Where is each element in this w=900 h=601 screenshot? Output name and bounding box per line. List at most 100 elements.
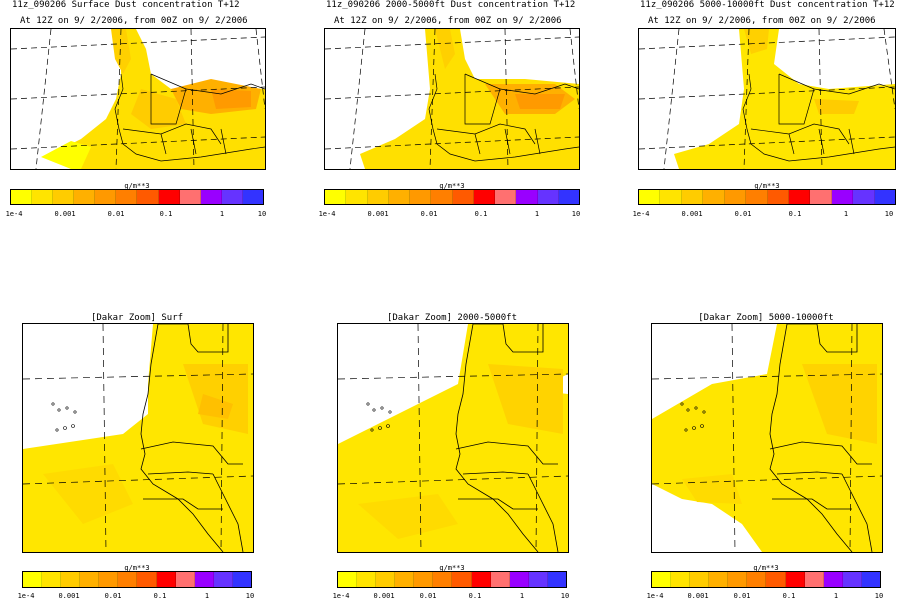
zoom2-map [337, 323, 569, 553]
swatch [804, 572, 824, 587]
zoom2-unit: g/m**3 [439, 564, 465, 572]
swatch [156, 572, 176, 587]
zoom3-map [651, 323, 883, 553]
swatch [357, 572, 377, 587]
swatch [509, 572, 529, 587]
swatch [671, 572, 691, 587]
zoom3-colorbar [651, 571, 881, 588]
panel2-colorbar [324, 189, 580, 205]
swatch [528, 572, 548, 587]
panel3-colorbar [638, 189, 896, 205]
panel3-unit: g/m**3 [754, 182, 780, 190]
swatch [823, 572, 843, 587]
swatch [116, 190, 138, 204]
swatch [558, 190, 579, 204]
swatch [547, 572, 566, 587]
swatch [652, 572, 672, 587]
swatch [853, 190, 875, 204]
swatch [179, 190, 201, 204]
zoom1-title: [Dakar Zoom] Surf [90, 313, 184, 323]
swatch [80, 572, 100, 587]
panel2-map [324, 28, 580, 170]
swatch [42, 572, 62, 587]
zoom2-title: [Dakar Zoom] 2000-5000ft [386, 313, 518, 323]
panel1-tick: 1 [219, 210, 225, 218]
panel1-subtitle: At 12Z on 9/ 2/2006, from 00Z on 9/ 2/20… [20, 16, 248, 26]
panel1-tick: 0.001 [54, 210, 76, 218]
zoom3-tick: 0.001 [687, 592, 709, 600]
swatch [861, 572, 880, 587]
zoom3-tick: 1e-4 [646, 592, 664, 600]
panel2-tick: 10 [571, 210, 581, 218]
zoom1-tick: 0.1 [153, 592, 167, 600]
zoom3-tick: 10 [874, 592, 884, 600]
swatch [747, 572, 767, 587]
swatch [221, 190, 243, 204]
swatch [200, 190, 222, 204]
panel2-tick: 1 [534, 210, 540, 218]
swatch [660, 190, 682, 204]
swatch [11, 190, 33, 204]
panel3-tick: 0.001 [681, 210, 703, 218]
panel2-tick: 0.001 [367, 210, 389, 218]
swatch [74, 190, 96, 204]
swatch [681, 190, 704, 204]
swatch [137, 572, 157, 587]
panel3-tick: 1 [843, 210, 849, 218]
panel3-map [638, 28, 896, 170]
swatch [452, 190, 474, 204]
panel3-tick: 10 [884, 210, 894, 218]
zoom1-unit: g/m**3 [124, 564, 150, 572]
swatch [99, 572, 119, 587]
swatch [810, 190, 832, 204]
swatch [325, 190, 347, 204]
zoom2-tick: 0.001 [373, 592, 395, 600]
zoom1-tick: 10 [245, 592, 255, 600]
panel1-unit: g/m**3 [124, 182, 150, 190]
panel3-tick: 0.01 [734, 210, 752, 218]
zoom2-tick: 0.1 [468, 592, 482, 600]
panel1-tick: 10 [257, 210, 267, 218]
swatch [746, 190, 768, 204]
panel2-tick: 1e-4 [318, 210, 336, 218]
swatch [788, 190, 811, 204]
swatch [433, 572, 453, 587]
panel3-tick: 0.1 [788, 210, 802, 218]
zoom2-colorbar [337, 571, 567, 588]
zoom1-map [22, 323, 254, 553]
swatch [431, 190, 453, 204]
swatch [242, 190, 263, 204]
swatch [367, 190, 389, 204]
panel1-tick: 0.01 [107, 210, 125, 218]
swatch [767, 190, 789, 204]
zoom3-tick: 0.1 [782, 592, 796, 600]
swatch [495, 190, 517, 204]
swatch [410, 190, 432, 204]
panel1-map [10, 28, 266, 170]
swatch [61, 572, 81, 587]
swatch [724, 190, 747, 204]
zoom1-tick: 1e-4 [17, 592, 35, 600]
swatch [709, 572, 729, 587]
zoom1-tick: 1 [204, 592, 210, 600]
swatch [175, 572, 195, 587]
swatch [395, 572, 415, 587]
swatch [194, 572, 214, 587]
swatch [537, 190, 559, 204]
swatch [414, 572, 434, 587]
swatch [376, 572, 396, 587]
zoom2-tick: 0.01 [419, 592, 437, 600]
zoom1-tick: 0.01 [104, 592, 122, 600]
zoom1-tick: 0.001 [58, 592, 80, 600]
swatch [516, 190, 538, 204]
zoom3-title: [Dakar Zoom] 5000-10000ft [698, 313, 834, 323]
panel1-colorbar [10, 189, 264, 205]
zoom3-tick: 0.01 [733, 592, 751, 600]
swatch [639, 190, 661, 204]
swatch [32, 190, 54, 204]
swatch [766, 572, 786, 587]
panel2-title: 11z_090206 2000-5000ft Dust concentratio… [326, 0, 576, 10]
swatch [23, 572, 43, 587]
swatch [213, 572, 233, 587]
swatch [703, 190, 725, 204]
